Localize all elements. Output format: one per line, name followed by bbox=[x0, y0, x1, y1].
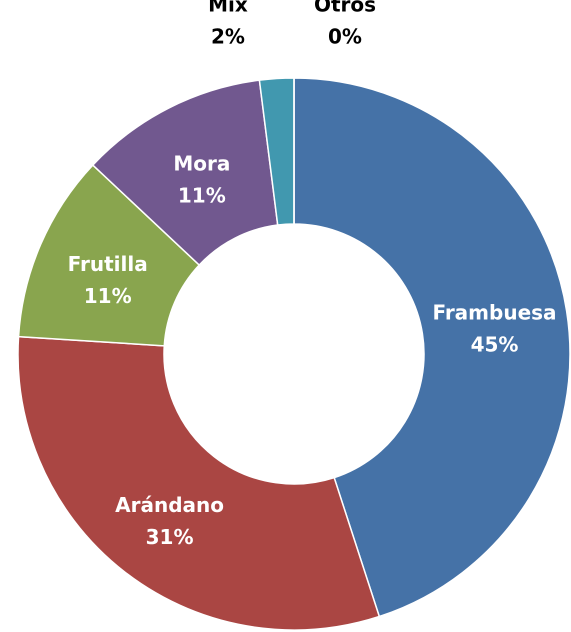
slice-value-label: 45% bbox=[471, 333, 519, 357]
slice-value-label: 0% bbox=[328, 25, 362, 49]
slice-value-label: 31% bbox=[146, 525, 194, 549]
slice-value-label: 2% bbox=[211, 25, 245, 49]
slice bbox=[17, 335, 381, 631]
slice-label: Mix bbox=[208, 0, 248, 17]
slice-label: Frutilla bbox=[68, 252, 148, 276]
slice-value-label: 11% bbox=[84, 284, 132, 308]
slice bbox=[293, 77, 571, 618]
slice-label: Arándano bbox=[115, 493, 224, 517]
slice-value-label: 11% bbox=[178, 184, 226, 208]
slice-label: Frambuesa bbox=[432, 301, 556, 325]
slice-label: Mora bbox=[173, 152, 230, 176]
slice-label: Otros bbox=[314, 0, 376, 17]
